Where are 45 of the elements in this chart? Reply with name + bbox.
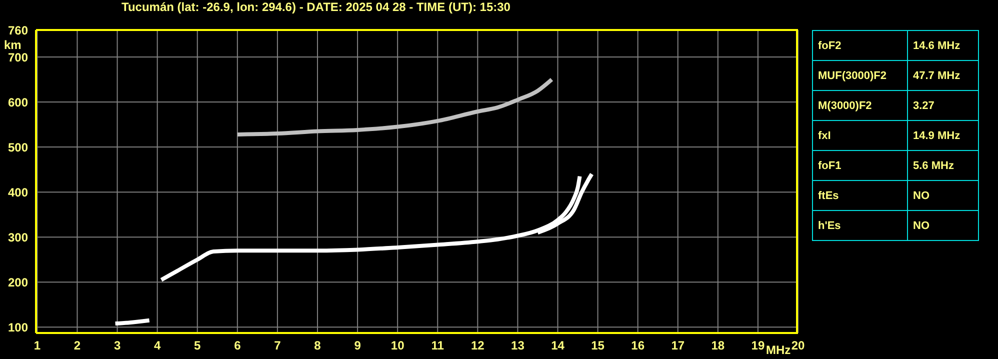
text: MUF(3000)F2 xyxy=(812,60,908,90)
x-tick-label: 7 xyxy=(274,338,282,353)
chart-title: Tucumán (lat: -26.9, lon: 294.6) - DATE: 2025 04 28 - TIME (UT): 15:30 xyxy=(120,0,512,14)
text: fxI xyxy=(812,120,908,150)
x-tick-label: 18 xyxy=(711,338,725,353)
text: foF2 xyxy=(812,30,908,60)
x-tick-label: 12 xyxy=(470,338,485,353)
text: h'Es xyxy=(812,210,908,240)
text: 5.6 MHz xyxy=(908,150,978,180)
x-tick-label: 20 xyxy=(791,338,805,353)
text: NO xyxy=(908,180,978,210)
x-tick-label: 8 xyxy=(314,338,322,353)
text: foF1 xyxy=(812,150,908,180)
x-tick-label: 19 xyxy=(751,338,765,353)
x-tick-label: 4 xyxy=(154,338,161,353)
y-tick-label: 100 xyxy=(8,320,28,334)
text: NO xyxy=(908,210,978,240)
x-tick-label: 15 xyxy=(591,338,605,353)
x-tick-label: 11 xyxy=(431,338,444,353)
x-tick-label: 5 xyxy=(194,338,202,353)
text: 14.6 MHz xyxy=(908,30,978,60)
y-tick-label: 500 xyxy=(8,140,28,154)
x-tick-label: 2 xyxy=(74,338,81,353)
x-tick-label: 3 xyxy=(114,338,121,353)
x-tick-label: 17 xyxy=(671,338,685,353)
x-tick-label: 6 xyxy=(234,338,242,353)
x-axis-title: MHz xyxy=(766,343,791,357)
y-tick-label: 700 xyxy=(8,50,28,64)
text: 47.7 MHz xyxy=(908,60,978,90)
y-tick-label: 300 xyxy=(8,230,28,244)
x-tick-label: 1 xyxy=(34,338,41,353)
y-tick-label: 760 xyxy=(8,23,28,38)
y-tick-label: 200 xyxy=(8,275,28,290)
text: ftEs xyxy=(812,180,908,210)
text: 3.27 xyxy=(908,90,978,120)
x-tick-label: 10 xyxy=(390,338,405,353)
y-tick-label: 400 xyxy=(8,185,28,200)
x-tick-label: 9 xyxy=(354,338,362,353)
x-tick-label: 14 xyxy=(551,338,565,353)
text: M(3000)F2 xyxy=(812,90,908,120)
x-tick-label: 13 xyxy=(511,338,525,353)
x-tick-label: 16 xyxy=(631,338,645,353)
text: 14.9 MHz xyxy=(908,120,978,150)
y-axis-title: km xyxy=(4,38,22,52)
y-tick-label: 600 xyxy=(8,95,28,110)
